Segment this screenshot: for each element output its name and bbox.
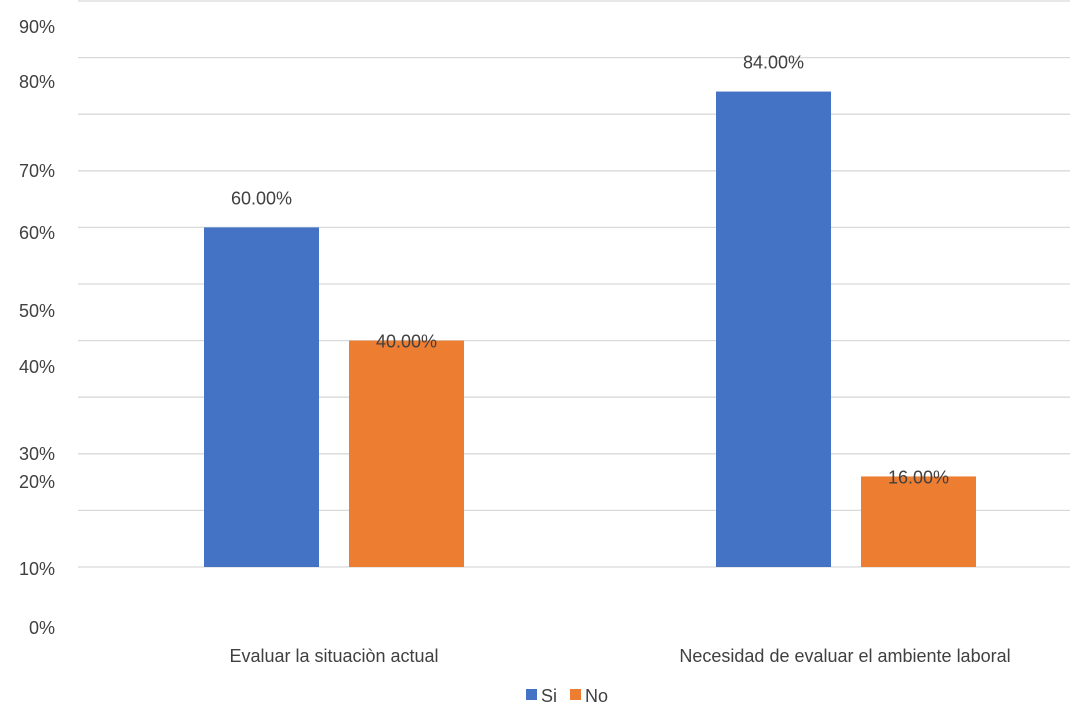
legend-swatch-si (526, 689, 537, 700)
x-category-label: Evaluar la situaciòn actual (229, 646, 438, 666)
y-tick-label: 90% (19, 17, 55, 37)
x-category-label: Necesidad de evaluar el ambiente laboral (679, 646, 1010, 666)
data-label: 84.00% (743, 53, 804, 73)
data-label: 16.00% (888, 467, 949, 487)
bar-si-1 (204, 227, 319, 567)
y-tick-label: 40% (19, 357, 55, 377)
y-tick-label: 0% (29, 618, 55, 638)
data-labels: 60.00% 40.00% 84.00% 16.00% (231, 53, 949, 488)
y-axis-tick-labels: 0% 10% 20% 30% 40% 50% 60% 70% 80% 90% (19, 17, 55, 638)
y-tick-label: 10% (19, 559, 55, 579)
y-tick-label: 50% (19, 301, 55, 321)
y-tick-label: 70% (19, 161, 55, 181)
bar-no-2 (861, 476, 976, 567)
y-tick-label: 20% (19, 472, 55, 492)
bar-si-2 (716, 91, 831, 567)
y-tick-label: 60% (19, 223, 55, 243)
legend-swatch-no (570, 689, 582, 700)
x-axis-category-labels: Evaluar la situaciòn actual Necesidad de … (229, 646, 1010, 666)
legend-label-si: Si (541, 686, 557, 706)
bar-no-1 (349, 340, 464, 567)
y-tick-label: 30% (19, 444, 55, 464)
legend: Si No (526, 686, 608, 706)
data-label: 60.00% (231, 188, 292, 208)
data-label: 40.00% (376, 332, 437, 352)
bars (204, 91, 976, 567)
legend-label-no: No (585, 686, 608, 706)
y-tick-label: 80% (19, 72, 55, 92)
